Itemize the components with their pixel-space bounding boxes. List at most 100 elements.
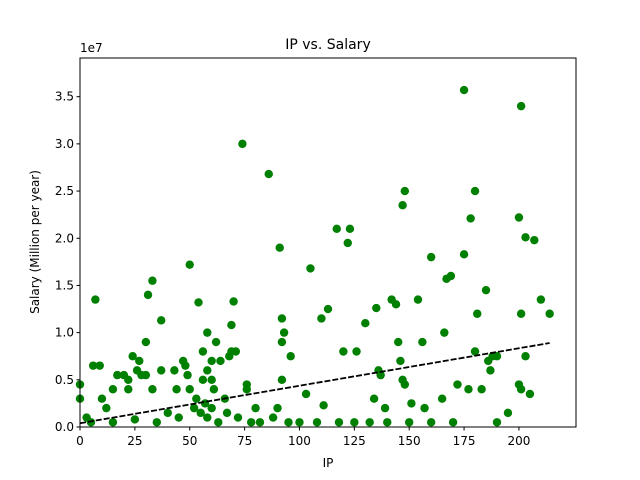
point xyxy=(163,408,172,418)
point xyxy=(152,418,162,427)
point xyxy=(141,370,151,380)
point xyxy=(516,385,526,394)
x-tick-label: 200 xyxy=(507,434,530,448)
point xyxy=(426,418,436,427)
point xyxy=(448,418,458,427)
point xyxy=(194,298,203,307)
point xyxy=(203,328,212,337)
point xyxy=(345,224,355,234)
point xyxy=(418,337,427,347)
point xyxy=(343,238,352,248)
point xyxy=(398,201,407,210)
point xyxy=(238,139,247,149)
point xyxy=(88,361,98,370)
y-tick-label: 1.0 xyxy=(55,326,74,340)
point xyxy=(130,415,140,424)
point xyxy=(323,304,333,314)
point xyxy=(464,385,473,394)
point xyxy=(339,347,348,356)
x-tick-label: 125 xyxy=(343,434,366,448)
x-tick-label: 75 xyxy=(237,434,252,448)
point xyxy=(124,385,133,394)
point xyxy=(516,309,526,318)
point xyxy=(492,352,502,361)
point xyxy=(459,85,469,95)
point xyxy=(97,394,107,403)
point xyxy=(400,186,410,196)
point xyxy=(407,399,416,408)
point xyxy=(207,375,216,385)
point xyxy=(264,169,273,179)
point xyxy=(319,401,328,410)
point xyxy=(400,380,410,389)
point xyxy=(516,101,526,111)
point xyxy=(365,418,374,427)
y-tick-label: 2.0 xyxy=(55,231,74,245)
point xyxy=(108,385,118,394)
point xyxy=(277,314,287,323)
point xyxy=(453,380,462,389)
point xyxy=(306,264,315,273)
point xyxy=(198,375,208,385)
point xyxy=(207,403,216,413)
point xyxy=(214,418,223,427)
point xyxy=(286,352,295,361)
point xyxy=(128,352,137,361)
point xyxy=(486,366,495,375)
point xyxy=(229,297,238,306)
point xyxy=(222,408,232,418)
point xyxy=(396,356,405,366)
x-tick-label: 100 xyxy=(288,434,311,448)
point xyxy=(148,385,157,394)
point xyxy=(521,233,530,242)
point xyxy=(279,328,289,337)
point xyxy=(503,408,513,418)
point xyxy=(277,375,287,385)
point xyxy=(334,418,344,427)
point xyxy=(102,403,111,413)
point xyxy=(273,403,282,413)
point xyxy=(189,403,199,413)
point xyxy=(211,337,221,347)
point xyxy=(227,320,236,330)
point xyxy=(157,366,166,375)
plot-frame xyxy=(79,57,577,428)
y-tick-label: 3.0 xyxy=(55,137,74,151)
point xyxy=(203,413,212,422)
point xyxy=(514,213,524,222)
point xyxy=(251,403,260,413)
point xyxy=(216,356,225,366)
point xyxy=(192,394,201,403)
point xyxy=(203,366,212,375)
point xyxy=(157,316,166,325)
point xyxy=(113,370,122,380)
point xyxy=(426,252,436,262)
point xyxy=(473,309,482,318)
point xyxy=(148,276,157,285)
point xyxy=(477,385,486,394)
point xyxy=(141,337,151,347)
point xyxy=(369,394,379,403)
point xyxy=(268,413,278,422)
y-tick-label: 0.5 xyxy=(55,373,74,387)
x-tick-label: 150 xyxy=(398,434,421,448)
chart-title: IP vs. Salary xyxy=(285,37,370,53)
point xyxy=(394,337,403,347)
point xyxy=(231,347,241,356)
trend-line xyxy=(79,342,550,425)
x-tick-label: 25 xyxy=(127,434,142,448)
x-tick-label: 175 xyxy=(453,434,476,448)
point xyxy=(143,290,153,300)
x-tick-label: 50 xyxy=(182,434,197,448)
point xyxy=(440,328,449,337)
y-tick-label: 0.0 xyxy=(55,420,74,434)
point xyxy=(209,385,219,394)
x-tick-label: 0 xyxy=(76,434,84,448)
point xyxy=(91,295,100,304)
point xyxy=(207,356,216,366)
point xyxy=(536,295,546,304)
y-offset-label: 1e7 xyxy=(80,41,103,55)
point xyxy=(233,413,243,422)
point xyxy=(277,337,287,347)
